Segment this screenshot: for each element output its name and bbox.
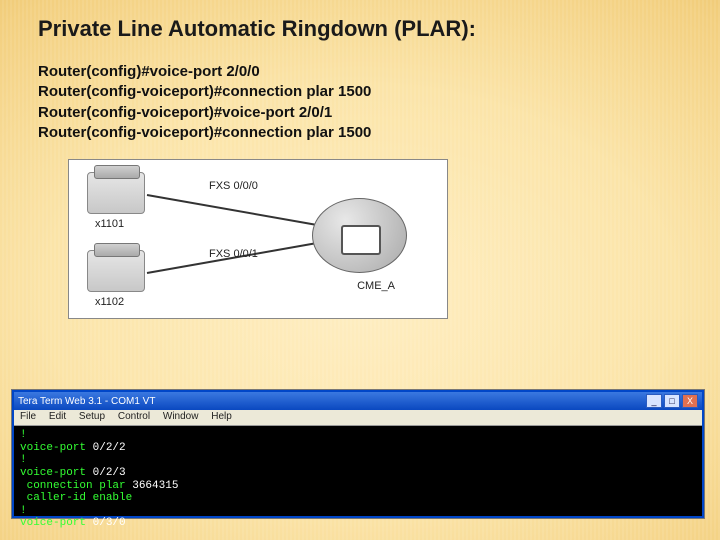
menu-item-window[interactable]: Window xyxy=(163,411,199,422)
minimize-button[interactable]: _ xyxy=(646,394,662,408)
router-label: CME_A xyxy=(357,280,395,292)
menu-item-control[interactable]: Control xyxy=(118,411,150,422)
terminal-output: ! voice-port 0/2/2 ! voice-port 0/2/3 co… xyxy=(14,426,702,533)
fxs-label: FXS 0/0/1 xyxy=(209,248,258,260)
menu-item-help[interactable]: Help xyxy=(211,411,232,422)
term-cmd: voice-port xyxy=(20,517,93,529)
menu-item-file[interactable]: File xyxy=(20,411,36,422)
term-arg: 0/2/3 xyxy=(93,467,126,479)
slide-content: Private Line Automatic Ringdown (PLAR): … xyxy=(38,16,690,319)
cable-line xyxy=(147,194,317,226)
close-button[interactable]: X xyxy=(682,394,698,408)
menu-item-setup[interactable]: Setup xyxy=(79,411,105,422)
phone-icon xyxy=(87,172,145,214)
menu-bar: File Edit Setup Control Window Help xyxy=(14,410,702,426)
term-arg: 0/3/0 xyxy=(93,517,126,529)
term-cmd: voice-port xyxy=(20,442,93,454)
network-diagram: x1101 x1102 FXS 0/0/0 FXS 0/0/1 CME_A xyxy=(68,159,448,319)
fxs-label: FXS 0/0/0 xyxy=(209,180,258,192)
window-titlebar[interactable]: Tera Term Web 3.1 - COM1 VT _ □ X xyxy=(14,392,702,410)
terminal-window: Tera Term Web 3.1 - COM1 VT _ □ X File E… xyxy=(12,390,704,518)
term-line: ! xyxy=(20,454,27,466)
phone-label: x1101 xyxy=(95,218,124,230)
slide-title: Private Line Automatic Ringdown (PLAR): xyxy=(38,16,690,42)
router-icon xyxy=(312,198,407,273)
term-line: caller-id enable xyxy=(20,492,132,504)
phone-icon xyxy=(87,250,145,292)
config-line: Router(config-voiceport)#connection plar… xyxy=(38,123,690,143)
term-cmd: connection plar xyxy=(20,480,132,492)
term-line: ! xyxy=(20,505,27,517)
config-line: Router(config)#voice-port 2/0/0 xyxy=(38,62,690,82)
term-line: ! xyxy=(20,429,27,441)
menu-item-edit[interactable]: Edit xyxy=(49,411,66,422)
phone-label: x1102 xyxy=(95,296,124,308)
config-commands: Router(config)#voice-port 2/0/0 Router(c… xyxy=(38,62,690,143)
term-arg: 0/2/2 xyxy=(93,442,126,454)
window-title: Tera Term Web 3.1 - COM1 VT xyxy=(18,396,155,407)
maximize-button[interactable]: □ xyxy=(664,394,680,408)
term-cmd: voice-port xyxy=(20,467,93,479)
config-line: Router(config-voiceport)#connection plar… xyxy=(38,82,690,102)
config-line: Router(config-voiceport)#voice-port 2/0/… xyxy=(38,103,690,123)
term-arg: 3664315 xyxy=(132,480,178,492)
